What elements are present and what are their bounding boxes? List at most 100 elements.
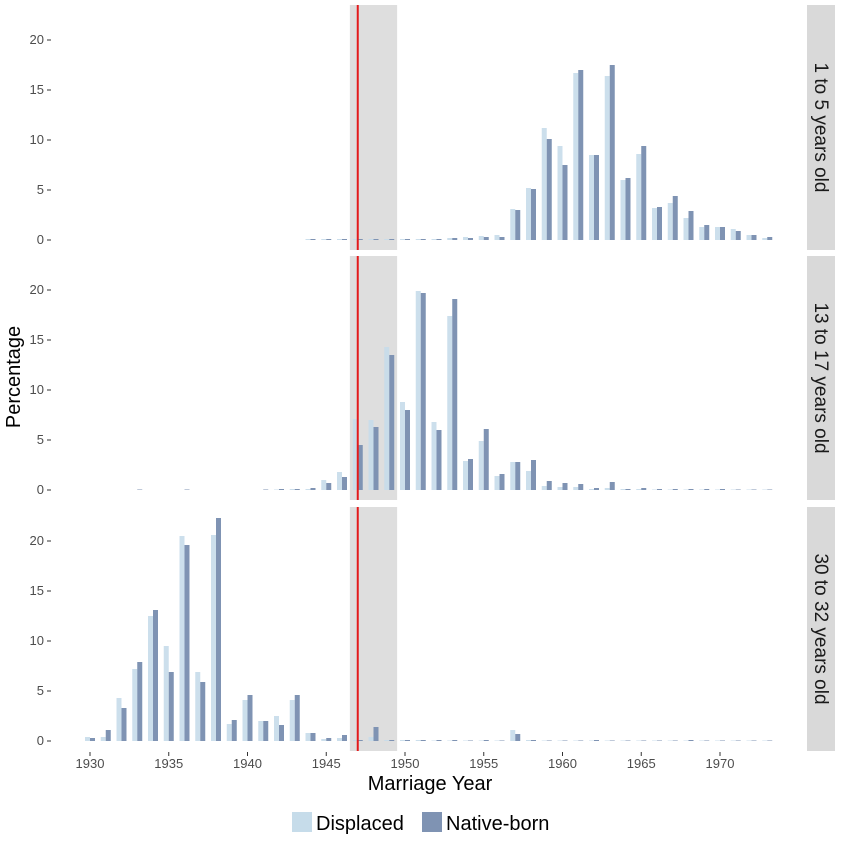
bar-native-born-1971 <box>735 489 741 490</box>
bar-displaced-1965 <box>636 489 642 490</box>
panel-3: 0 5 10 15 20 30 to 32 years old <box>30 507 835 751</box>
y-tick-label: 15 <box>30 332 44 347</box>
bar-native-born-1947 <box>357 740 363 741</box>
bar-displaced-1965 <box>636 154 642 240</box>
bar-native-born-1969 <box>704 740 710 741</box>
bar-displaced-1952 <box>431 740 437 741</box>
bar-displaced-1945 <box>321 239 327 240</box>
bar-displaced-1958 <box>526 740 531 741</box>
panel-2: 0 5 10 15 20 13 to 17 years old <box>30 256 835 500</box>
bar-native-born-1941 <box>263 721 269 741</box>
bar-displaced-1973 <box>762 238 768 240</box>
bar-native-born-1960 <box>562 165 568 240</box>
y-tick-label: 0 <box>37 232 44 247</box>
bar-displaced-1952 <box>431 422 437 490</box>
bar-displaced-1933 <box>132 669 138 741</box>
bar-displaced-1953 <box>447 238 453 240</box>
bar-native-born-1955 <box>483 429 489 490</box>
bar-displaced-1936 <box>179 536 185 741</box>
bar-displaced-1930 <box>85 737 90 741</box>
bar-displaced-1937 <box>195 672 201 741</box>
bar-native-born-1953 <box>452 299 458 490</box>
bar-displaced-1951 <box>415 740 421 741</box>
bar-native-born-1933 <box>137 489 143 490</box>
bar-displaced-1957 <box>510 209 516 240</box>
facet-strip-label: 30 to 32 years old <box>810 553 831 704</box>
bar-native-born-1950 <box>405 410 410 490</box>
bar-native-born-1963 <box>609 65 615 240</box>
x-tick-label: 1960 <box>548 756 577 771</box>
bar-displaced-1948 <box>368 737 374 741</box>
bar-native-born-1953 <box>452 238 458 240</box>
bar-displaced-1970 <box>715 227 720 240</box>
bar-native-born-1957 <box>515 210 521 240</box>
bar-native-born-1945 <box>326 483 332 490</box>
y-tick-label: 20 <box>30 533 44 548</box>
bar-displaced-1932 <box>116 698 122 741</box>
bar-native-born-1949 <box>389 740 395 741</box>
bar-native-born-1966 <box>657 489 662 490</box>
x-axis-title: Marriage Year <box>368 773 493 795</box>
bar-displaced-1955 <box>478 441 484 490</box>
bar-native-born-1972 <box>751 489 757 490</box>
bar-displaced-1957 <box>510 462 516 490</box>
y-tick-label: 5 <box>37 432 44 447</box>
bar-displaced-1948 <box>368 239 374 240</box>
y-tick-label: 20 <box>30 282 44 297</box>
bar-displaced-1972 <box>746 740 752 741</box>
bar-native-born-1967 <box>672 196 678 240</box>
bar-native-born-1964 <box>625 489 631 490</box>
bar-displaced-1944 <box>305 239 311 240</box>
bar-displaced-1957 <box>510 730 516 741</box>
bar-displaced-1959 <box>541 740 547 741</box>
bar-displaced-1963 <box>604 488 610 490</box>
bar-native-born-1958 <box>531 189 536 240</box>
bar-native-born-1954 <box>468 459 473 490</box>
bar-native-born-1961 <box>578 740 584 741</box>
facet-strip-label: 1 to 5 years old <box>810 63 831 193</box>
bar-displaced-1970 <box>715 740 720 741</box>
bar-native-born-1968 <box>688 740 694 741</box>
bar-displaced-1967 <box>667 489 673 490</box>
bar-native-born-1943 <box>294 695 300 741</box>
bar-native-born-1970 <box>720 227 725 240</box>
y-tick-label: 0 <box>37 733 44 748</box>
bar-displaced-1972 <box>746 489 752 490</box>
bar-native-born-1945 <box>326 738 332 741</box>
bar-native-born-1944 <box>310 733 316 741</box>
y-tick-label: 5 <box>37 683 44 698</box>
bar-native-born-1959 <box>546 740 552 741</box>
x-tick-label: 1970 <box>706 756 735 771</box>
bar-displaced-1962 <box>589 740 594 741</box>
bar-displaced-1950 <box>400 740 405 741</box>
x-tick-label: 1945 <box>312 756 341 771</box>
legend-label-native-born: Native-born <box>446 813 549 835</box>
bar-native-born-1960 <box>562 483 568 490</box>
bar-displaced-1968 <box>683 489 689 490</box>
bar-displaced-1960 <box>557 487 563 490</box>
bar-native-born-1946 <box>342 735 347 741</box>
bar-native-born-1944 <box>310 488 316 490</box>
x-tick-label: 1930 <box>76 756 105 771</box>
bar-native-born-1959 <box>546 139 552 240</box>
bar-displaced-1970 <box>715 489 720 490</box>
bar-displaced-1940 <box>242 700 248 741</box>
bar-native-born-1946 <box>342 477 347 490</box>
x-tick-label: 1965 <box>627 756 656 771</box>
bar-displaced-1964 <box>620 489 626 490</box>
bar-displaced-1953 <box>447 740 453 741</box>
bar-displaced-1958 <box>526 471 531 490</box>
bar-native-born-1932 <box>121 708 127 741</box>
y-tick-label: 10 <box>30 382 44 397</box>
bar-displaced-1972 <box>746 235 752 240</box>
bar-native-born-1956 <box>499 237 505 240</box>
bar-displaced-1946 <box>337 472 342 490</box>
bar-native-born-1968 <box>688 211 694 240</box>
y-tick-label: 0 <box>37 482 44 497</box>
y-axis-title: Percentage <box>3 326 25 428</box>
bar-displaced-1955 <box>478 740 484 741</box>
bar-native-born-1965 <box>641 146 647 240</box>
bar-native-born-1971 <box>735 740 741 741</box>
legend: Displaced Native-born <box>292 812 549 835</box>
